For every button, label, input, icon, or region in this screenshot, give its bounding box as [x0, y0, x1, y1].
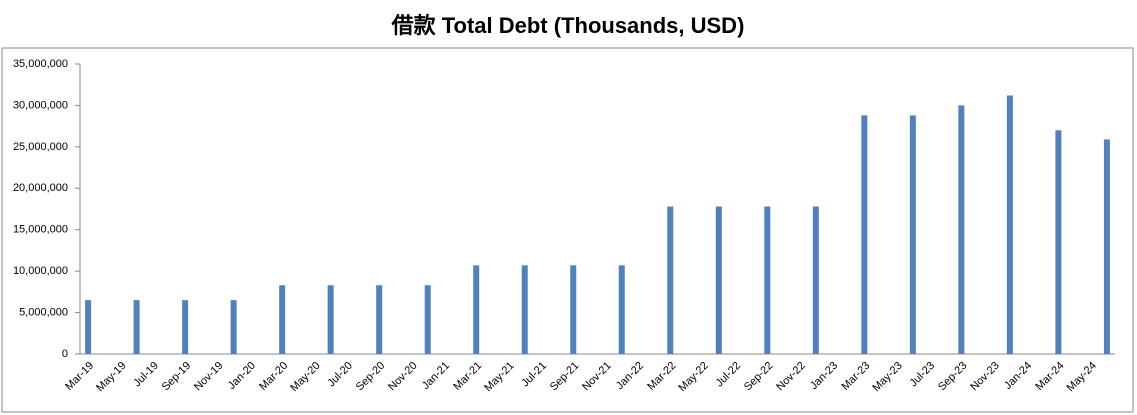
x-tick-label: Nov-22 — [774, 360, 808, 394]
x-tick-label: Nov-19 — [192, 360, 226, 394]
x-tick-label: May-19 — [94, 360, 128, 394]
y-tick-label: 30,000,000 — [13, 99, 68, 111]
bar — [85, 300, 92, 354]
bar — [812, 206, 819, 354]
x-tick-label: Nov-21 — [580, 360, 614, 394]
x-tick-label: Jan-21 — [420, 360, 452, 392]
x-tick-label: May-20 — [288, 360, 322, 394]
x-tick-label: Nov-20 — [386, 360, 420, 394]
y-tick-label: 20,000,000 — [13, 182, 68, 194]
x-tick-label: Nov-23 — [968, 360, 1002, 394]
bar — [376, 285, 383, 354]
x-tick-label: Mar-22 — [645, 360, 678, 393]
x-tick-label: Mar-21 — [451, 360, 484, 393]
x-tick-label: May-22 — [676, 360, 710, 394]
x-tick-label: Sep-19 — [160, 360, 194, 394]
bar — [1006, 95, 1013, 354]
x-tick-label: Sep-23 — [936, 360, 970, 394]
x-tick-label: Mar-19 — [63, 360, 96, 393]
bar — [1055, 130, 1062, 354]
x-tick-label: Jan-20 — [226, 360, 258, 392]
bar — [909, 115, 916, 354]
x-tick-label: Jul-19 — [131, 360, 161, 390]
x-tick-label: Jul-21 — [519, 360, 549, 390]
bar — [715, 206, 722, 354]
chart-title: 借款 Total Debt (Thousands, USD) — [391, 13, 745, 38]
x-tick-label: Jan-24 — [1002, 360, 1034, 392]
bar — [521, 265, 528, 354]
y-tick-label: 25,000,000 — [13, 141, 68, 153]
x-tick-label: Mar-20 — [257, 360, 290, 393]
bar — [570, 265, 577, 354]
bar — [1103, 139, 1110, 354]
x-tick-label: Sep-21 — [548, 360, 582, 394]
bar — [182, 300, 189, 354]
bar — [473, 265, 480, 354]
x-tick-label: Mar-23 — [839, 360, 872, 393]
bar — [618, 265, 625, 354]
x-tick-label: Sep-20 — [354, 360, 388, 394]
y-tick-label: 35,000,000 — [13, 58, 68, 70]
x-tick-label: May-24 — [1064, 360, 1098, 394]
y-tick-label: 10,000,000 — [13, 265, 68, 277]
bar — [279, 285, 286, 354]
bar — [230, 300, 237, 354]
bar — [861, 115, 868, 354]
bar — [667, 206, 674, 354]
x-tick-label: Jan-23 — [808, 360, 840, 392]
x-tick-label: Sep-22 — [742, 360, 776, 394]
chart-frame — [1, 47, 1134, 413]
x-tick-label: Jul-20 — [325, 360, 355, 390]
bar — [958, 105, 965, 354]
x-tick-label: Jan-22 — [614, 360, 646, 392]
x-tick-label: May-23 — [870, 360, 904, 394]
x-tick-label: Mar-24 — [1033, 360, 1066, 393]
bar — [764, 206, 771, 354]
y-tick-label: 5,000,000 — [19, 306, 68, 318]
bar — [327, 285, 334, 354]
y-tick-label: 15,000,000 — [13, 224, 68, 236]
x-tick-label: Jul-23 — [908, 360, 938, 390]
bar — [424, 285, 431, 354]
x-tick-label: May-21 — [482, 360, 516, 394]
bar — [133, 300, 140, 354]
y-tick-label: 0 — [62, 348, 68, 360]
x-tick-label: Jul-22 — [713, 360, 743, 390]
